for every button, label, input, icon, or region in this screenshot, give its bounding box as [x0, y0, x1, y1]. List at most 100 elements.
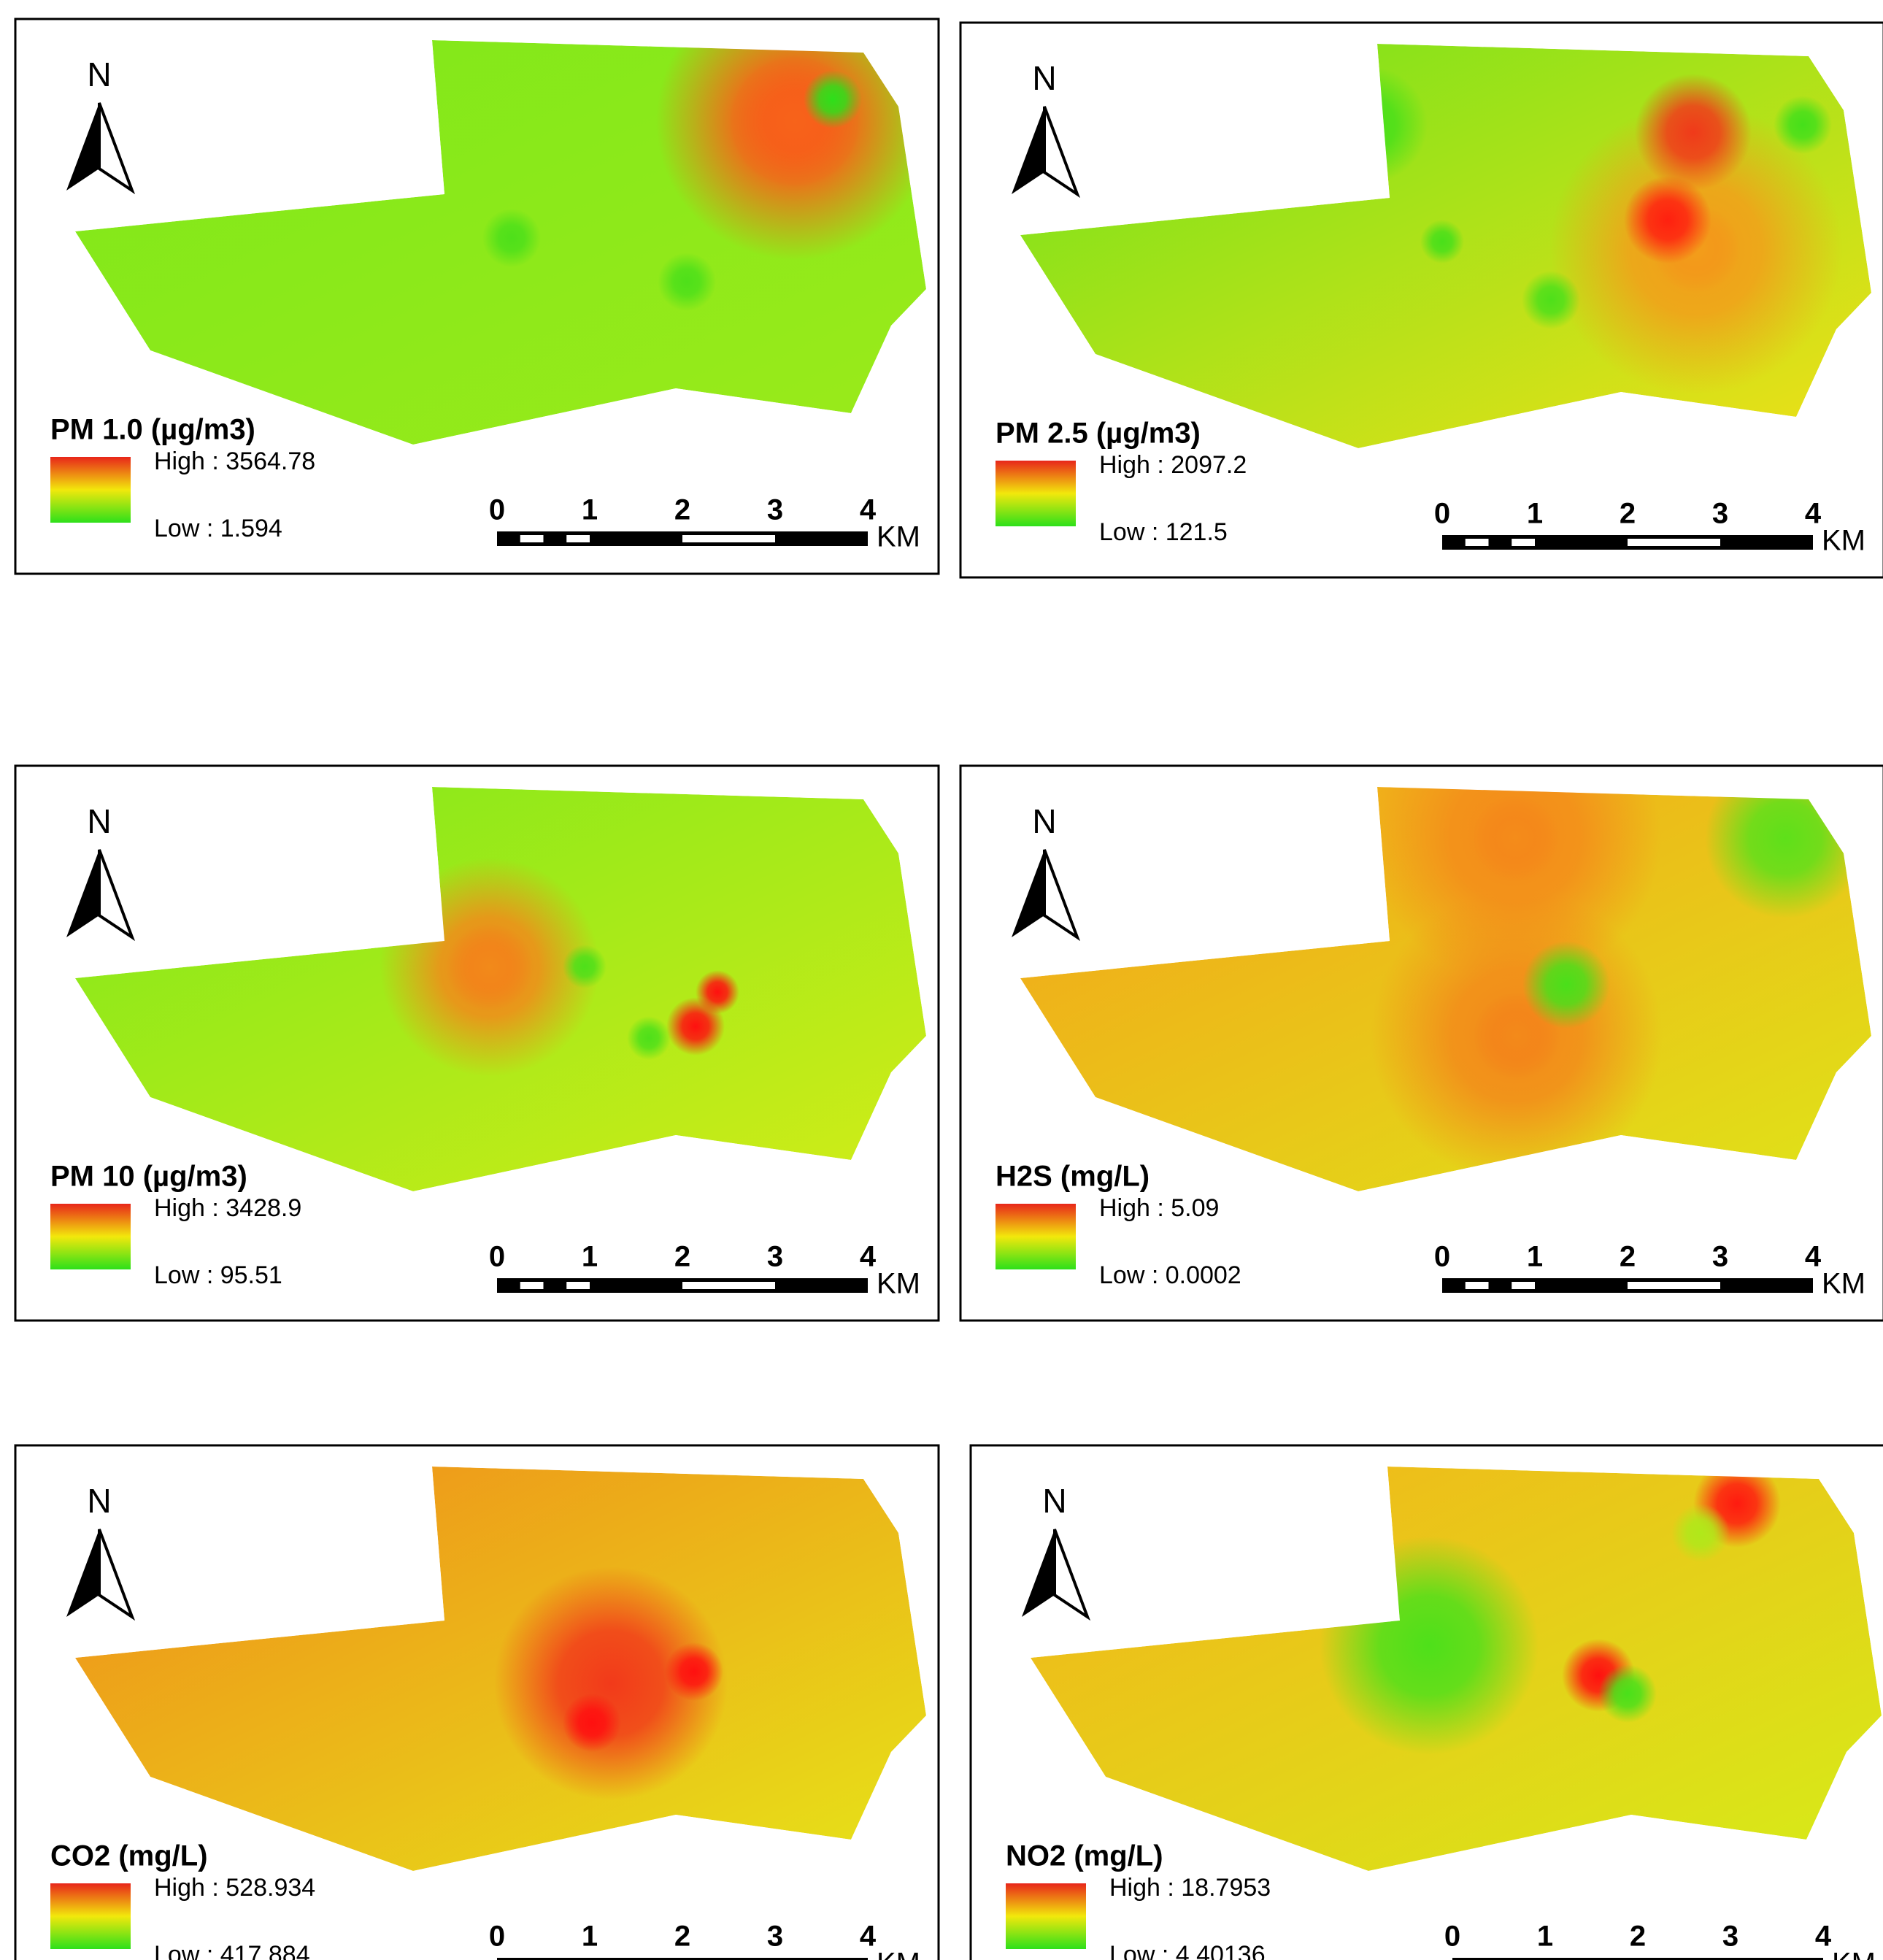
- scale-tick-label: 4: [1805, 1241, 1822, 1273]
- hotspot: [1774, 96, 1832, 154]
- scale-bar-gap: [1628, 1282, 1720, 1289]
- panel-frame: [959, 21, 1883, 579]
- scale-tick-label: 1: [582, 1921, 598, 1953]
- north-arrow-outline: [98, 102, 136, 195]
- scale-unit: KM: [1822, 1268, 1865, 1300]
- legend-low: Low : 417.884: [154, 1941, 310, 1960]
- legend-title: PM 10 (µg/m3): [50, 1161, 247, 1193]
- legend-low: Low : 0.0002: [1099, 1261, 1241, 1289]
- scale-bar-gap: [566, 1282, 590, 1289]
- scale-tick-label: 3: [1722, 1921, 1738, 1953]
- scale-tick-label: 4: [1805, 498, 1822, 530]
- hotspot: [1371, 890, 1663, 1182]
- legend-title: H2S (mg/L): [996, 1161, 1150, 1193]
- hotspot: [563, 945, 607, 988]
- scale-tick-label: 3: [767, 1921, 783, 1953]
- scale-tick-label: 1: [1537, 1921, 1553, 1953]
- legend-high: High : 5.09: [1099, 1194, 1219, 1222]
- legend-ramp: [996, 461, 1076, 526]
- legend-title: CO2 (mg/L): [50, 1840, 208, 1872]
- hotspot: [482, 209, 541, 267]
- scale-tick-label: 0: [489, 1921, 505, 1953]
- surface: [1020, 787, 1871, 1191]
- scale-tick-label: 3: [767, 494, 783, 526]
- scale-bar-gap: [1628, 539, 1720, 546]
- hotspot: [157, 1467, 317, 1584]
- hotspot: [1311, 66, 1428, 183]
- scale-unit: KM: [877, 1268, 920, 1300]
- scale-bar-gap: [1512, 1282, 1535, 1289]
- scale-tick-label: 1: [582, 1241, 598, 1273]
- scale-tick-label: 3: [1712, 1241, 1728, 1273]
- scale-tick-label: 3: [767, 1241, 783, 1273]
- surface: [75, 1467, 926, 1871]
- scale-tick-label: 4: [860, 1921, 877, 1953]
- scale-tick-label: 4: [860, 494, 877, 526]
- north-label: N: [1032, 802, 1056, 840]
- hotspot: [190, 1474, 278, 1561]
- scale-bar-gap: [1465, 539, 1489, 546]
- scale-tick-label: 3: [1712, 498, 1728, 530]
- surface: [75, 40, 926, 445]
- north-arrow: [1012, 850, 1044, 937]
- scale-bar-gap: [1512, 539, 1535, 546]
- north-arrow-outline: [1043, 849, 1081, 942]
- legend-high: High : 2097.2: [1099, 451, 1247, 479]
- map-panel: N H2S (mg/L)High : 5.09 Low : 0.0002 0 1 2 3 4K…: [959, 764, 1883, 1322]
- panel-frame: [959, 764, 1883, 1322]
- panel-frame: [14, 1444, 940, 1960]
- scale-tick-label: 2: [1620, 498, 1636, 530]
- north-label: N: [87, 1482, 111, 1520]
- north-arrow: [66, 1529, 99, 1617]
- legend-high: High : 18.7953: [1109, 1874, 1271, 1902]
- hotspot: [1522, 271, 1580, 329]
- hotspot: [665, 1642, 723, 1701]
- map-panel: N PM 10 (µg/m3)High : 3428.9 Low : 95.51 0 1…: [14, 764, 940, 1322]
- legend-ramp: [50, 1883, 131, 1949]
- hotspot: [1624, 176, 1711, 264]
- legend-high: High : 528.934: [154, 1874, 315, 1902]
- hotspot: [1635, 74, 1752, 191]
- scale-tick-label: 1: [1527, 1241, 1543, 1273]
- north-arrow-outline: [98, 849, 136, 942]
- north-arrow: [1012, 107, 1044, 194]
- hotspot: [627, 1016, 671, 1060]
- hotspot: [1320, 1536, 1539, 1755]
- surface: [1031, 1467, 1882, 1871]
- north-arrow-outline: [1053, 1529, 1091, 1621]
- scale-tick-label: 2: [674, 494, 690, 526]
- scale-unit: KM: [877, 521, 920, 553]
- scale-bar: [1452, 1958, 1823, 1960]
- surface: [1020, 44, 1871, 448]
- map-panel: N NO2 (mg/L)High : 18.7953 Low : 4.40136 0 1…: [969, 1444, 1883, 1960]
- hotspot: [1522, 941, 1610, 1029]
- scale-tick-label: 1: [1527, 498, 1543, 530]
- scale-bar-gap: [682, 535, 775, 542]
- legend-ramp: [996, 1204, 1076, 1269]
- map-panel: N PM 2.5 (µg/m3)High : 2097.2 Low : 121.5 0…: [959, 21, 1883, 579]
- hotspot: [1705, 787, 1865, 918]
- north-label: N: [1032, 59, 1056, 97]
- hotspot: [1598, 1664, 1657, 1723]
- scale-tick-label: 0: [1444, 1921, 1460, 1953]
- scale-tick-label: 4: [1815, 1921, 1832, 1953]
- scale-bar-gap: [520, 1282, 544, 1289]
- scale-tick-label: 0: [1434, 498, 1450, 530]
- scale-tick-label: 2: [1630, 1921, 1646, 1953]
- scale-bar-gap: [1465, 1282, 1489, 1289]
- legend-low: Low : 121.5: [1099, 518, 1228, 546]
- scale-tick-label: 0: [489, 494, 505, 526]
- panel-frame: [14, 18, 940, 575]
- north-arrow-outline: [98, 1529, 136, 1621]
- panel-frame: [969, 1444, 1883, 1960]
- scale-tick-label: 0: [1434, 1241, 1450, 1273]
- scale-tick-label: 2: [1620, 1241, 1636, 1273]
- north-label: N: [87, 802, 111, 840]
- scale-unit: KM: [1832, 1948, 1876, 1960]
- hotspot: [804, 70, 862, 128]
- scale-bar-gap: [566, 535, 590, 542]
- legend-low: Low : 4.40136: [1109, 1941, 1266, 1960]
- legend-ramp: [50, 457, 131, 523]
- hotspot: [1671, 1504, 1730, 1562]
